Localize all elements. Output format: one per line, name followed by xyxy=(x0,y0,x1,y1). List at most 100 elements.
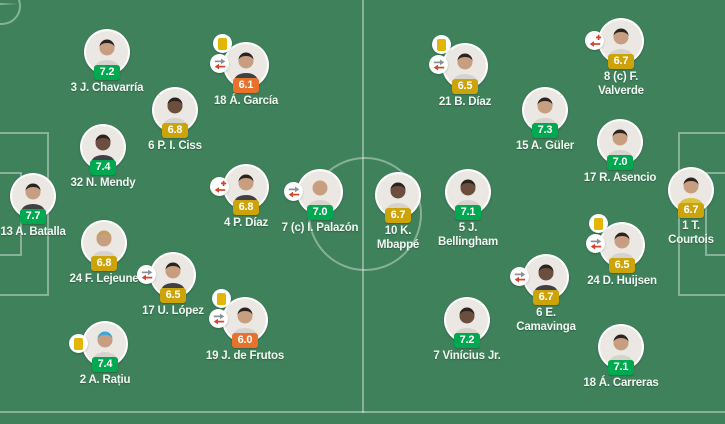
player-rating-badge: 6.8 xyxy=(233,200,259,215)
player-home-3[interactable]: 6.8 6 P. I. Ciss xyxy=(129,87,221,154)
player-rating-badge: 7.4 xyxy=(90,160,116,175)
player-home-0[interactable]: 7.7 13 A. Batalla xyxy=(0,173,79,240)
player-name-line: Camavinga xyxy=(516,320,576,333)
player-home-2[interactable]: 7.4 32 N. Mendy xyxy=(57,124,149,191)
player-away-9[interactable]: 7.2 7 Vinícius Jr. xyxy=(421,297,513,364)
substitution-icon xyxy=(137,265,156,284)
player-away-4[interactable]: 7.0 17 R. Asencio xyxy=(574,119,666,186)
player-name-line: 5 J. xyxy=(458,222,478,234)
player-rating-badge: 6.8 xyxy=(162,123,188,138)
substitution-icon xyxy=(510,267,529,286)
player-home-7[interactable]: 6.8 4 P. Díaz xyxy=(200,164,292,231)
player-name-line: 13 A. Batalla xyxy=(0,226,66,238)
player-rating-badge: 6.5 xyxy=(452,79,478,94)
yellow-card-icon xyxy=(432,35,451,54)
player-name-label: 32 N. Mendy xyxy=(71,177,136,191)
player-name-label: 24 D. Huijsen xyxy=(587,275,657,289)
player-name-line: 6 E. xyxy=(536,307,556,319)
player-home-10[interactable]: 7.0 7 (c) I. Palazón xyxy=(274,169,366,236)
player-name-label: 5 J. Bellingham xyxy=(438,222,498,249)
player-name-label: 19 J. de Frutos xyxy=(206,350,284,364)
substitution-icon xyxy=(284,182,303,201)
player-away-0[interactable]: 6.7 1 T. Courtois xyxy=(645,167,725,247)
player-rating-badge: 6.0 xyxy=(232,333,258,348)
player-name-line: 10 K. xyxy=(384,225,412,237)
player-photo xyxy=(447,171,489,213)
player-home-9[interactable]: 6.0 19 J. de Frutos xyxy=(199,289,291,364)
player-avatar[interactable] xyxy=(597,119,643,165)
player-rating-badge: 6.5 xyxy=(609,258,635,273)
player-rating-badge: 7.4 xyxy=(92,357,118,372)
yellow-card-icon xyxy=(213,34,232,53)
player-name-line: 1 T. xyxy=(682,220,700,232)
player-name-line: 19 J. de Frutos xyxy=(205,350,285,362)
player-rating-badge: 7.3 xyxy=(532,123,558,138)
player-name-line: 15 A. Güler xyxy=(515,140,575,152)
yellow-card-icon xyxy=(69,334,88,353)
player-rating-badge: 6.7 xyxy=(678,203,704,218)
player-away-7[interactable]: 6.5 24 D. Huijsen xyxy=(576,214,668,289)
player-away-6[interactable]: 7.1 5 J. Bellingham xyxy=(422,169,514,249)
yellow-card-icon xyxy=(212,289,231,308)
player-avatar[interactable] xyxy=(210,34,269,88)
player-rating-badge: 7.1 xyxy=(455,205,481,220)
player-avatar[interactable] xyxy=(84,29,130,75)
player-name-label: 17 R. Asencio xyxy=(583,172,657,186)
player-away-2[interactable]: 6.5 21 B. Díaz xyxy=(419,35,511,110)
player-photo xyxy=(86,31,128,73)
player-name-line: 17 R. Asencio xyxy=(583,172,657,184)
player-name-label: 8 (c) F. Valverde xyxy=(598,71,644,98)
player-name-line: Bellingham xyxy=(438,235,498,248)
player-name-label: 6 E. Camavinga xyxy=(516,307,576,334)
yellow-card-icon xyxy=(589,214,608,233)
player-name-label: 15 A. Güler xyxy=(516,140,574,154)
player-name-line: 3 J. Chavarría xyxy=(70,82,144,94)
player-name-line: Valverde xyxy=(598,84,644,97)
player-name-label: 1 T. Courtois xyxy=(668,220,714,247)
player-photo xyxy=(600,20,642,62)
player-rating-badge: 6.7 xyxy=(533,290,559,305)
player-name-line: 2 A. Rațiu xyxy=(79,374,131,386)
player-name-line: 7 Vinícius Jr. xyxy=(433,350,501,362)
player-rating-badge: 6.1 xyxy=(233,78,259,93)
player-name-line: 18 Á. García xyxy=(213,95,279,107)
player-rating-badge: 7.1 xyxy=(608,360,634,375)
player-name-line: 8 (c) F. xyxy=(603,71,639,83)
player-name-line: 21 B. Díaz xyxy=(438,96,492,108)
substitution-icon xyxy=(210,54,229,73)
player-home-4[interactable]: 6.8 24 F. Lejeune xyxy=(58,220,150,287)
player-name-label: 6 P. I. Ciss xyxy=(148,140,202,154)
player-rating-badge: 7.2 xyxy=(94,65,120,80)
player-name-label: 7 Vinícius Jr. xyxy=(433,350,501,364)
player-name-label: 3 J. Chavarría xyxy=(71,82,144,96)
player-name-label: 18 Á. Carreras xyxy=(583,377,658,391)
player-away-3[interactable]: 7.3 15 A. Güler xyxy=(499,87,591,154)
player-name-line: 7 (c) I. Palazón xyxy=(281,222,359,234)
substitution-icon xyxy=(586,234,605,253)
player-name-line: 24 F. Lejeune xyxy=(69,273,139,285)
injury-substitution-icon xyxy=(210,177,229,196)
player-name-label: 4 P. Díaz xyxy=(224,217,268,231)
player-name-line: 24 D. Huijsen xyxy=(587,275,657,287)
player-name-line: 6 P. I. Ciss xyxy=(148,140,202,152)
substitution-icon xyxy=(209,309,228,328)
player-away-10[interactable]: 7.1 18 Á. Carreras xyxy=(575,324,667,391)
player-name-label: 7 (c) I. Palazón xyxy=(282,222,359,236)
player-home-8[interactable]: 6.5 17 U. López xyxy=(127,252,219,319)
player-home-6[interactable]: 6.1 18 Á. García xyxy=(200,34,292,109)
player-away-5[interactable]: 6.7 10 K. Mbappé xyxy=(352,172,444,252)
player-rating-badge: 7.7 xyxy=(20,209,46,224)
player-away-8[interactable]: 6.7 6 E. Camavinga xyxy=(500,254,592,334)
player-name-label: 18 Á. García xyxy=(214,95,278,109)
corner-arc-top-left xyxy=(0,0,21,25)
player-home-1[interactable]: 7.2 3 J. Chavarría xyxy=(61,29,153,96)
player-name-line: Mbappé xyxy=(376,238,420,251)
player-rating-badge: 7.0 xyxy=(307,205,333,220)
player-rating-badge: 6.7 xyxy=(385,208,411,223)
player-away-1[interactable]: 6.7 8 (c) F. Valverde xyxy=(575,18,667,98)
touchline-bottom xyxy=(0,411,725,413)
player-name-label: 13 A. Batalla xyxy=(0,226,66,240)
player-home-5[interactable]: 7.4 2 A. Rațiu xyxy=(59,321,151,388)
player-avatar[interactable] xyxy=(445,169,491,215)
